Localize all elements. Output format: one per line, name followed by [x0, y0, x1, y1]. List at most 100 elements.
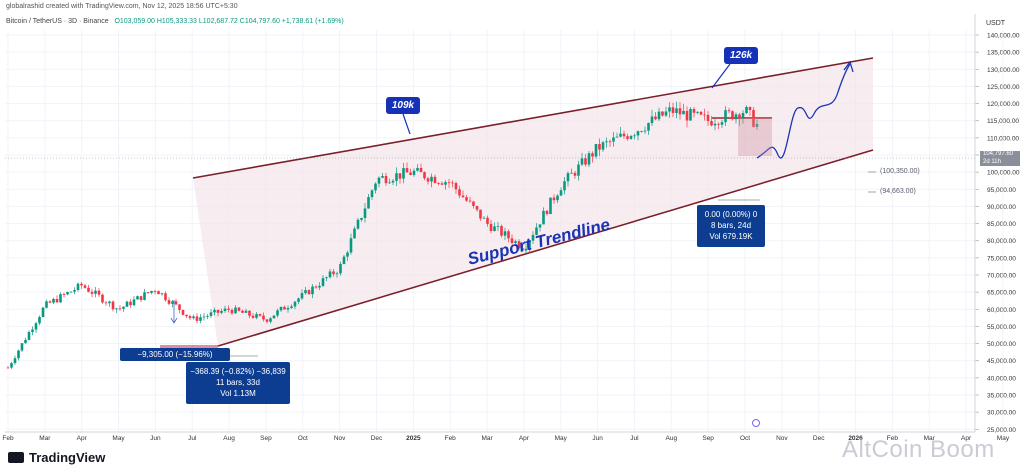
- x-tick-label: Feb: [887, 435, 899, 442]
- tradingview-brand: TradingView: [8, 450, 105, 465]
- candle-body: [388, 182, 391, 184]
- candle-body: [38, 316, 41, 324]
- candle-body: [59, 294, 62, 303]
- candle-body: [668, 107, 671, 112]
- candle-body: [682, 110, 685, 115]
- x-tick-label: Apr: [519, 435, 530, 442]
- candle-body: [699, 111, 703, 115]
- candle-body: [136, 296, 139, 300]
- y-tick-label: 75,000.00: [987, 255, 1016, 262]
- measure-box-right: 0.00 (0.00%) 0 8 bars, 24d Vol 679.19K: [697, 205, 765, 247]
- x-tick-label: Jun: [150, 435, 161, 442]
- x-tick-label: Oct: [740, 435, 750, 442]
- candle-body: [52, 298, 55, 303]
- candle-body: [370, 190, 374, 198]
- candle-body: [601, 142, 605, 150]
- measure-right-volume: Vol 679.19K: [709, 232, 753, 241]
- candle-body: [160, 293, 164, 295]
- x-tick-label: Jun: [592, 435, 603, 442]
- candle-body: [157, 291, 160, 295]
- y-tick-label: 125,000.00: [987, 84, 1020, 91]
- candle-body: [405, 168, 409, 173]
- candle-body: [391, 180, 395, 183]
- measure-right-change: 0.00 (0.00%) 0: [704, 210, 758, 219]
- candle-body: [118, 308, 122, 310]
- measure-range-right: [738, 118, 772, 156]
- measure-arrowhead-left: [170, 317, 178, 324]
- candle-body: [647, 123, 650, 131]
- current-price-value: 104,797.60: [983, 151, 1014, 157]
- candle-body: [101, 294, 104, 303]
- candle-body: [339, 263, 342, 274]
- candle-body: [62, 294, 66, 295]
- x-tick-label: Mar: [39, 435, 51, 442]
- candle-body: [433, 176, 437, 184]
- candle-body: [185, 314, 188, 317]
- candle-body: [440, 183, 444, 185]
- candle-body: [577, 164, 580, 176]
- candle-body: [153, 290, 157, 292]
- measure-mid-change: −368.39 (−0.82%) −36,839: [190, 367, 286, 376]
- x-tick-label: Sep: [702, 435, 714, 442]
- candle-body: [115, 308, 118, 310]
- candle-body: [132, 299, 136, 306]
- y-tick-label: 40,000.00: [987, 375, 1016, 382]
- candle-body: [657, 111, 661, 120]
- candle-body: [402, 168, 405, 179]
- candle-body: [619, 133, 622, 137]
- candle-body: [199, 317, 202, 321]
- candle-body: [24, 339, 27, 344]
- candle-body: [122, 306, 125, 309]
- candle-body: [297, 298, 300, 302]
- candle-body: [80, 283, 83, 286]
- candle-body: [503, 231, 507, 236]
- candle-body: [269, 318, 272, 322]
- y-tick-label: 120,000.00: [987, 101, 1020, 108]
- y-tick-label: 35,000.00: [987, 392, 1016, 399]
- candle-body: [181, 309, 185, 315]
- candle-body: [444, 182, 447, 185]
- candle-body: [734, 114, 738, 120]
- measure-mid-bars: 11 bars, 33d: [216, 378, 260, 387]
- candle-body: [66, 292, 69, 295]
- candle-body: [465, 197, 468, 201]
- watermark: AltCoin Boom: [842, 436, 995, 463]
- candle-body: [538, 224, 542, 228]
- candle-body: [34, 323, 38, 330]
- candle-body: [587, 153, 591, 165]
- candle-body: [87, 287, 90, 292]
- candle-body: [363, 208, 367, 218]
- candle-body: [437, 183, 440, 184]
- candle-body: [216, 309, 220, 313]
- x-tick-label: Dec: [371, 435, 383, 442]
- candle-body: [479, 209, 482, 219]
- candle-body: [97, 290, 101, 295]
- measure-box-mid: −368.39 (−0.82%) −36,839 11 bars, 33d Vo…: [186, 362, 290, 404]
- level-label-2: (94,663.00): [880, 188, 916, 195]
- candle-body: [188, 316, 192, 319]
- candle-body: [90, 291, 94, 294]
- candle-body: [598, 144, 601, 150]
- candle-body: [692, 109, 696, 113]
- y-tick-label: 30,000.00: [987, 410, 1016, 417]
- tag-126k: 126k: [724, 47, 758, 64]
- candle-body: [178, 304, 181, 310]
- candle-body: [430, 176, 433, 182]
- candle-body: [591, 153, 594, 157]
- candle-body: [377, 177, 381, 184]
- candle-body: [685, 110, 689, 121]
- candle-body: [174, 301, 178, 305]
- candle-body: [27, 332, 31, 340]
- candle-body: [566, 173, 570, 182]
- candle-body: [409, 172, 412, 175]
- candle-body: [283, 306, 286, 310]
- x-tick-label: Mar: [481, 435, 493, 442]
- candle-body: [234, 307, 237, 314]
- candle-body: [727, 110, 731, 112]
- candle-body: [752, 109, 755, 127]
- candle-body: [164, 293, 167, 301]
- candle-body: [741, 113, 745, 119]
- candle-body: [496, 226, 500, 227]
- candle-body: [356, 219, 360, 229]
